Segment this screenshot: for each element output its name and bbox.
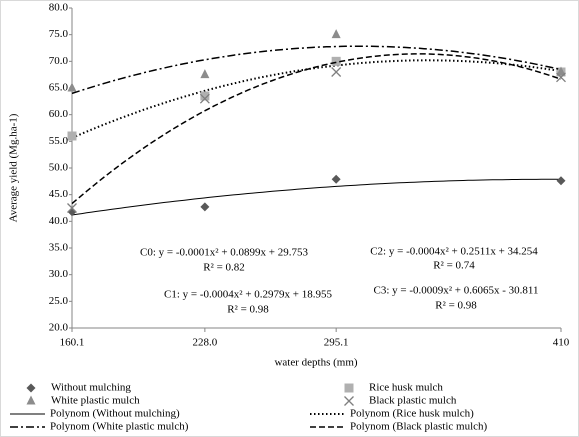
- legend-label: Polynom (White plastic mulch): [50, 421, 189, 433]
- y-tick-label: 25.0: [49, 295, 69, 307]
- marker: [67, 131, 77, 141]
- marker: [556, 72, 566, 83]
- annotation: C1: y = -0.0004x² + 0.2979x + 18.955: [164, 289, 332, 301]
- legend-label: Polynom (Rice husk mulch): [350, 408, 474, 420]
- marker: [67, 203, 77, 213]
- marker: [200, 202, 210, 212]
- annotation: R² = 0.82: [203, 262, 245, 274]
- marker: [556, 176, 566, 186]
- marker: [199, 93, 210, 104]
- marker: [200, 91, 210, 101]
- annotation: C3: y = -0.0009x² + 0.6065x - 30.811: [373, 285, 538, 297]
- legend-label: White plastic mulch: [51, 395, 140, 407]
- trend-line: [71, 178, 562, 216]
- x-tick-label: 228.0: [192, 337, 217, 349]
- marker: [556, 66, 566, 76]
- marker: [331, 67, 342, 77]
- y-tick-label: 20.0: [49, 322, 69, 334]
- marker: [200, 69, 210, 79]
- trend-line: [71, 53, 562, 205]
- y-tick-label: 55.0: [49, 135, 69, 147]
- annotation: R² = 0.98: [227, 304, 269, 316]
- trend-line: [71, 45, 562, 95]
- legend-label: Rice husk mulch: [369, 382, 443, 394]
- marker: [67, 82, 77, 92]
- x-axis-label: water depths (mm): [274, 357, 357, 369]
- y-tick-label: 75.0: [49, 28, 69, 40]
- y-tick-label: 65.0: [49, 82, 69, 94]
- annotation: R² = 0.98: [435, 300, 477, 312]
- y-tick-label: 80.0: [49, 2, 69, 14]
- y-tick-label: 30.0: [49, 268, 69, 280]
- annotation: R² = 0.74: [433, 260, 475, 272]
- y-tick-label: 60.0: [49, 108, 69, 120]
- marker: [331, 29, 341, 39]
- y-tick-label: 40.0: [49, 215, 69, 227]
- legend-label: Black plastic mulch: [369, 395, 457, 407]
- annotation: C2: y = -0.0004x² + 0.2511x + 34.254: [370, 246, 538, 258]
- legend-marker: [344, 383, 354, 393]
- annotation: C0: y = -0.0001x² + 0.0899x + 29.753: [140, 247, 308, 259]
- y-axis-label: Average yield (Mg.ha-1): [8, 113, 20, 222]
- marker: [331, 174, 341, 184]
- legend-label: Polynom (Black plastic mulch): [350, 421, 488, 433]
- y-tick-label: 45.0: [49, 188, 69, 200]
- x-tick-label: 410: [553, 337, 570, 349]
- legend-marker: [26, 383, 36, 393]
- legend-label: Polynom (Without mulching): [50, 408, 180, 420]
- y-tick-label: 50.0: [49, 162, 69, 174]
- marker: [331, 56, 341, 66]
- x-tick-label: 295.1: [324, 337, 349, 349]
- y-tick-label: 70.0: [49, 55, 69, 67]
- x-tick-label: 160.1: [60, 337, 85, 349]
- legend-marker: [26, 395, 36, 405]
- legend-marker: [344, 396, 354, 406]
- legend-label: Without mulching: [51, 382, 131, 394]
- y-tick-label: 35.0: [49, 242, 69, 254]
